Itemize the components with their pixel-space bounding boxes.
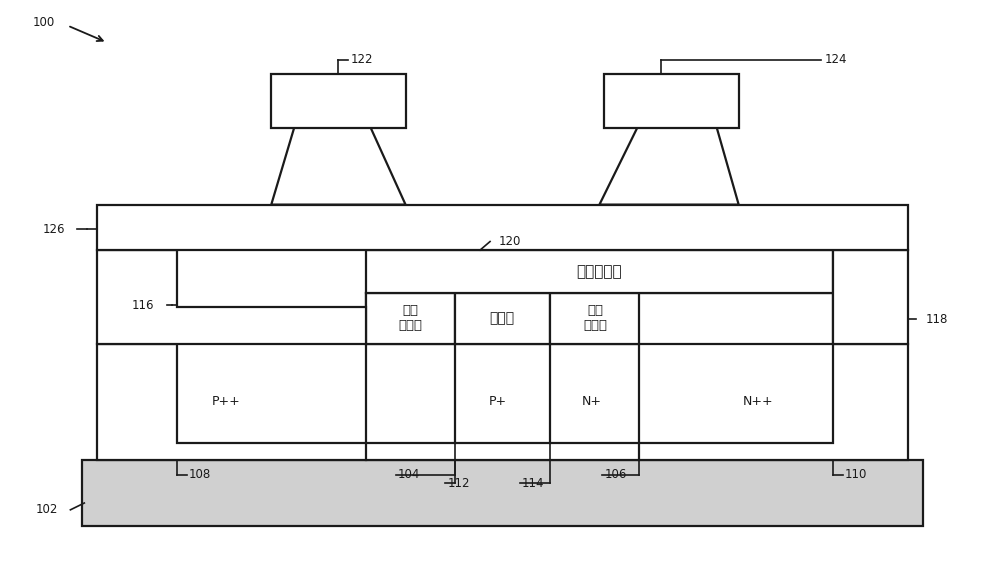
Text: P++: P++ xyxy=(212,395,241,408)
Text: N+: N+ xyxy=(581,395,601,408)
Polygon shape xyxy=(599,128,739,204)
Text: 112: 112 xyxy=(447,476,470,490)
Polygon shape xyxy=(833,250,908,344)
FancyBboxPatch shape xyxy=(97,204,908,250)
Polygon shape xyxy=(97,250,366,344)
Text: 114: 114 xyxy=(522,476,544,490)
Polygon shape xyxy=(271,128,406,204)
Text: 外延锷: 外延锷 xyxy=(489,311,515,325)
FancyBboxPatch shape xyxy=(366,293,455,344)
Text: 122: 122 xyxy=(351,53,373,66)
Text: 压缩应力源: 压缩应力源 xyxy=(577,264,622,279)
FancyBboxPatch shape xyxy=(82,460,923,526)
Text: 116: 116 xyxy=(132,298,155,312)
FancyBboxPatch shape xyxy=(455,293,550,344)
Text: 100: 100 xyxy=(33,16,55,29)
FancyBboxPatch shape xyxy=(271,74,406,128)
FancyBboxPatch shape xyxy=(366,250,833,293)
FancyBboxPatch shape xyxy=(550,293,639,344)
Text: 拉伸
应力源: 拉伸 应力源 xyxy=(583,304,607,332)
Polygon shape xyxy=(366,293,833,344)
FancyBboxPatch shape xyxy=(604,74,739,128)
Text: 106: 106 xyxy=(604,468,627,481)
Text: 拉伸
应力源: 拉伸 应力源 xyxy=(398,304,422,332)
Text: 118: 118 xyxy=(926,313,948,326)
Polygon shape xyxy=(97,344,908,460)
Text: 102: 102 xyxy=(36,503,58,517)
Text: 110: 110 xyxy=(845,468,867,481)
Text: 108: 108 xyxy=(189,468,211,481)
Text: 120: 120 xyxy=(499,235,521,248)
Text: 104: 104 xyxy=(398,468,420,481)
Text: P+: P+ xyxy=(489,395,507,408)
Text: N++: N++ xyxy=(743,395,774,408)
Text: 124: 124 xyxy=(824,53,847,66)
Text: 126: 126 xyxy=(43,223,65,235)
